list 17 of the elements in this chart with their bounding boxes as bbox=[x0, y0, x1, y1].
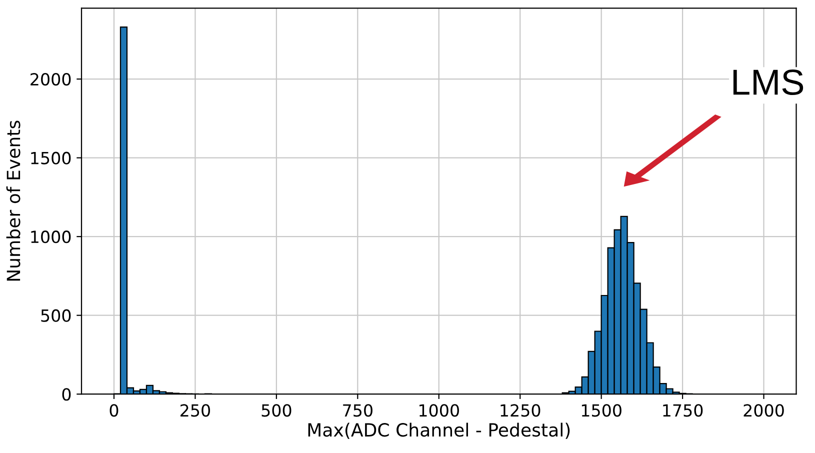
x-tick-label: 1500 bbox=[582, 404, 622, 417]
x-tick-label: 1250 bbox=[500, 404, 540, 417]
x-tick-label: 250 bbox=[180, 404, 210, 417]
x-tick-label: 750 bbox=[343, 404, 372, 417]
x-tick-label: 1750 bbox=[663, 404, 703, 417]
y-tick-label: 0 bbox=[62, 388, 71, 401]
x-axis-title: Max(ADC Channel - Pedestal) bbox=[308, 422, 570, 439]
x-tick-label: 500 bbox=[262, 404, 292, 417]
y-tick-label: 1000 bbox=[31, 230, 71, 244]
y-axis-title: Number of Events bbox=[6, 120, 20, 281]
x-tick-label: 2000 bbox=[744, 404, 784, 417]
y-tick-label: 500 bbox=[41, 309, 71, 322]
x-tick-label: 1000 bbox=[420, 404, 459, 417]
y-tick-label: 1500 bbox=[31, 152, 71, 164]
annotation: LMS bbox=[733, 69, 804, 96]
y-tick-label: 2000 bbox=[30, 73, 71, 86]
x-tick-label: 0 bbox=[110, 404, 118, 417]
